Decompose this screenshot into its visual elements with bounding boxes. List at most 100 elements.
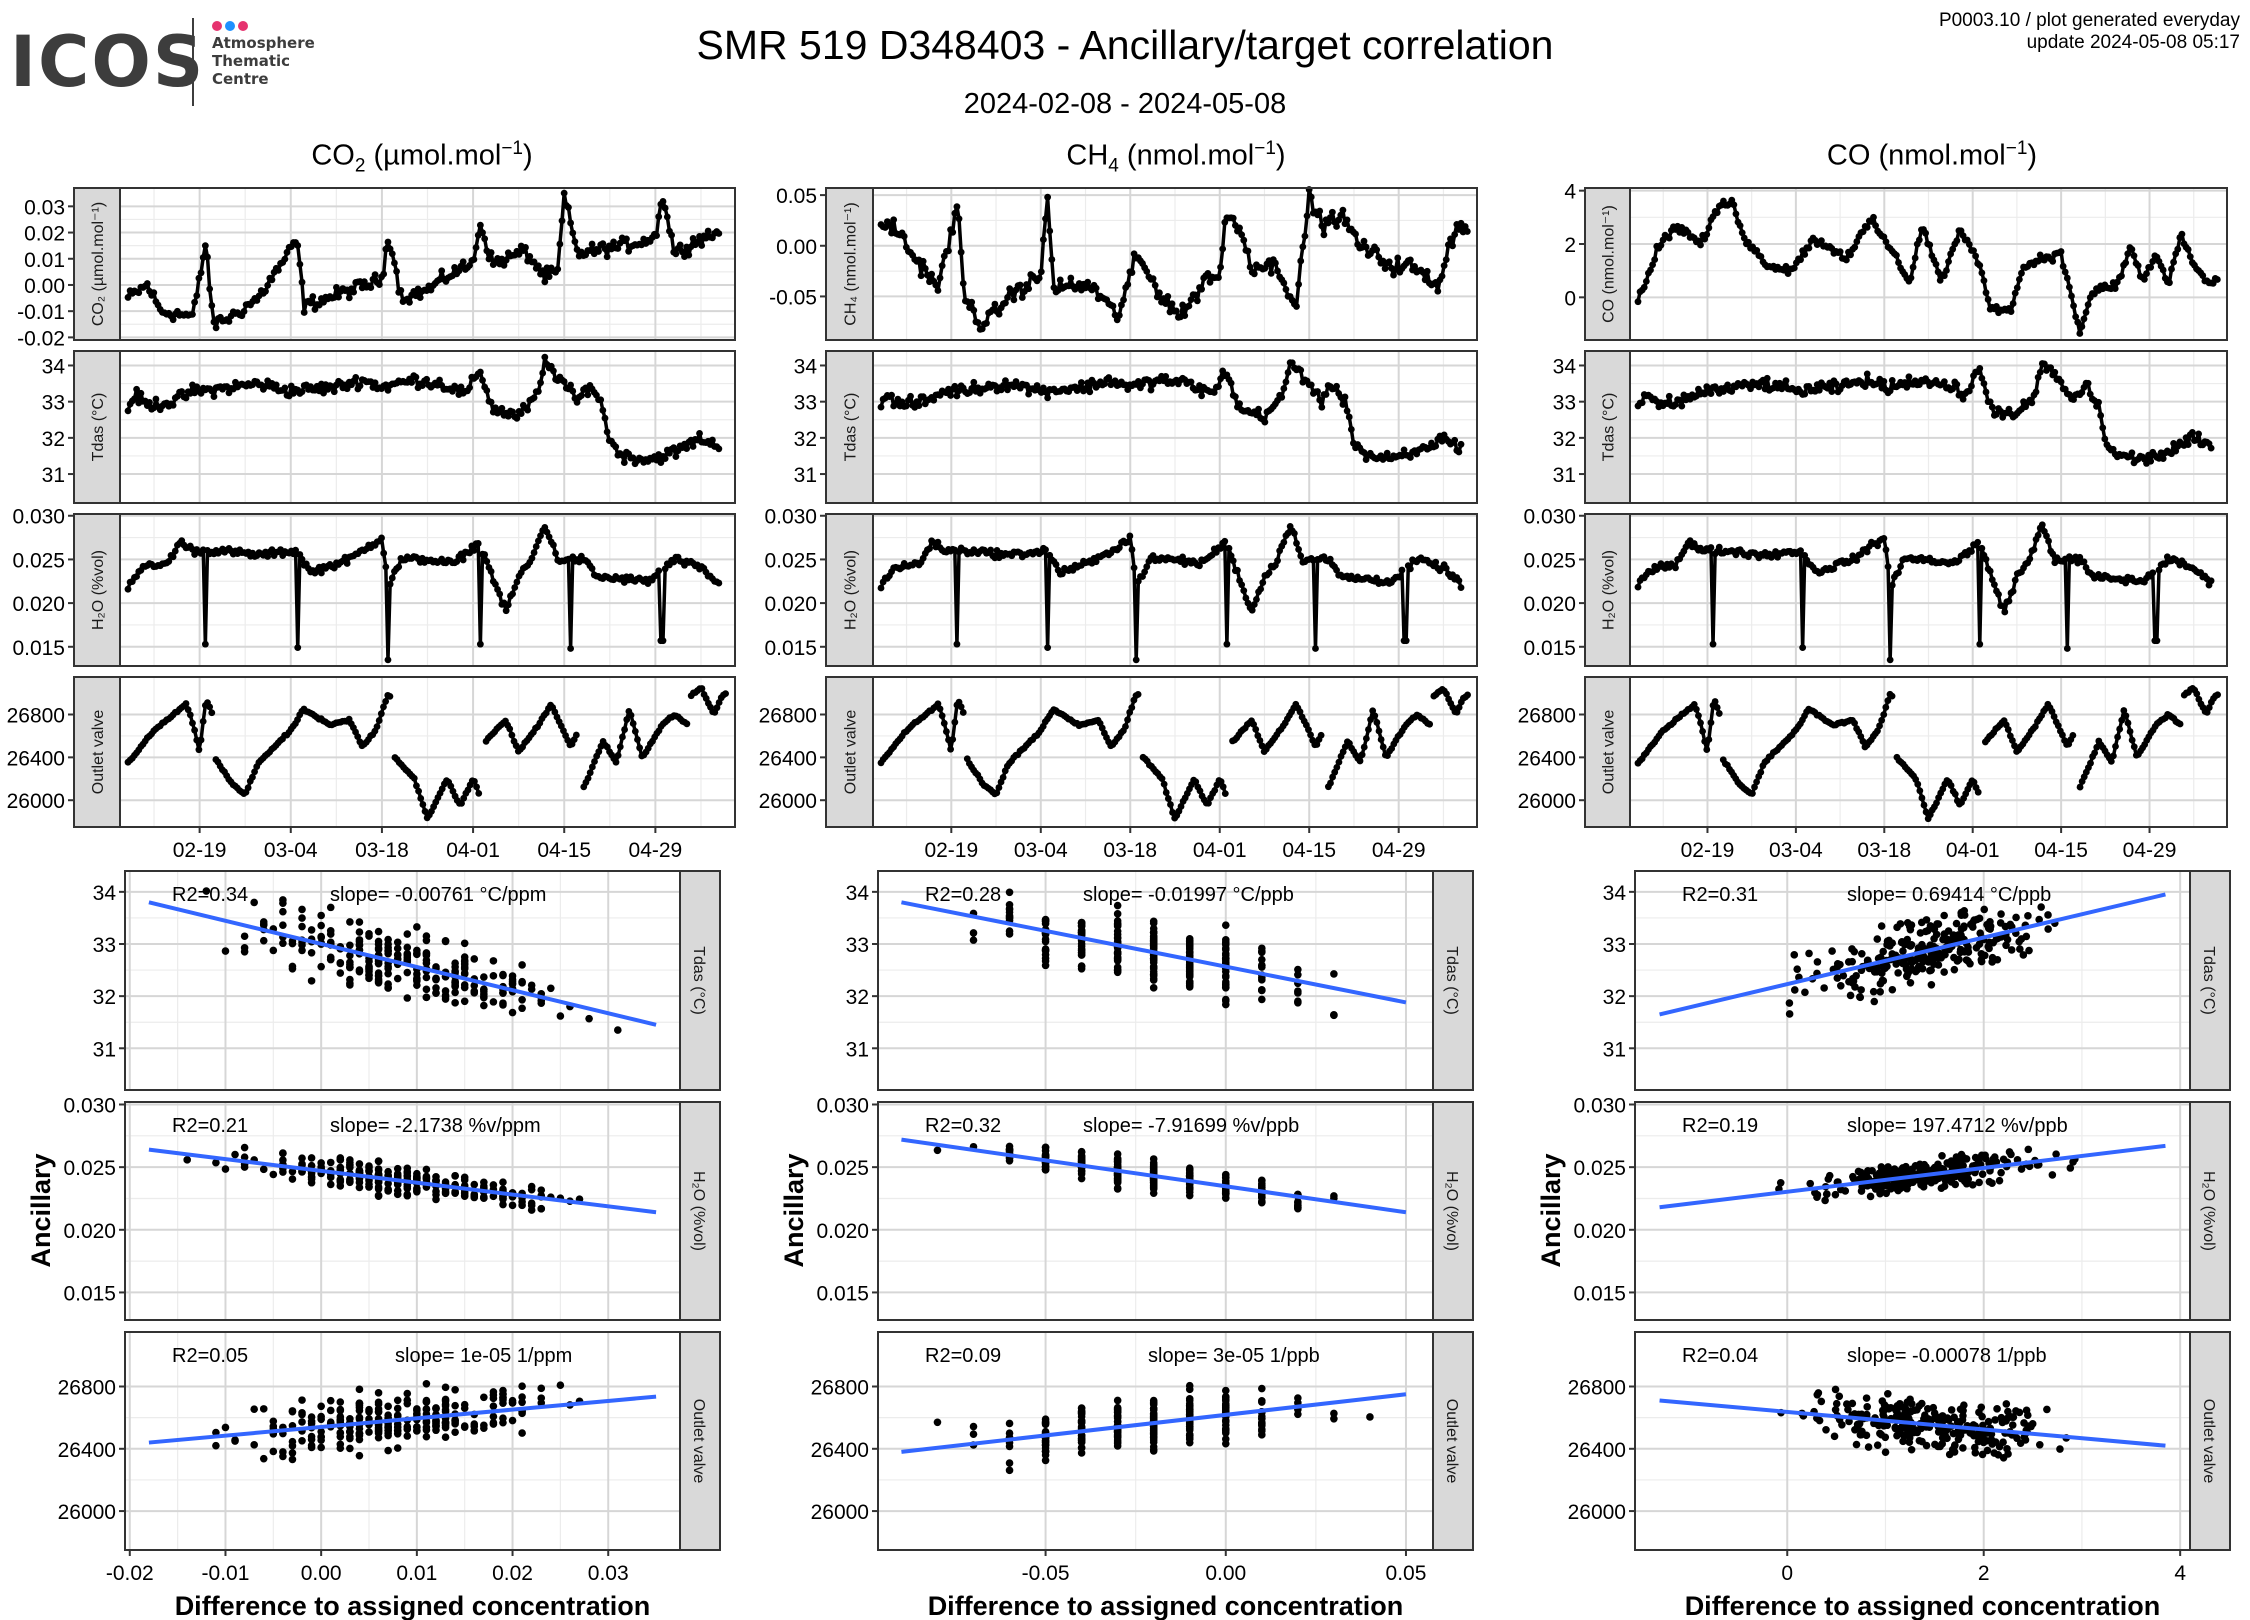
facet-strip: [1584, 513, 1631, 667]
scatter-point: [556, 1012, 565, 1020]
y-tick-label: 32: [42, 428, 65, 451]
column-title-unit: (nmol.mol: [1118, 139, 1255, 172]
data-point: [1707, 544, 1715, 551]
y-tick-label: 32: [794, 428, 817, 451]
data-point: [1711, 698, 1719, 705]
data-point: [2101, 435, 2109, 443]
data-point: [1843, 256, 1850, 264]
data-point: [388, 250, 396, 258]
scatter-point: [384, 1179, 392, 1188]
scatter-point: [1113, 901, 1122, 910]
data-point: [2069, 731, 2077, 739]
scatter-point: [460, 1192, 469, 1200]
scatter-point: [384, 1422, 392, 1431]
data-point: [1025, 390, 1033, 398]
scatter-point: [1077, 919, 1086, 927]
y-tick-label: 0.02: [24, 223, 65, 246]
data-point: [1362, 243, 1370, 251]
data-point: [1327, 779, 1334, 787]
scatter-point: [451, 963, 459, 971]
data-point: [1853, 238, 1861, 245]
scatter-point: [480, 1421, 488, 1430]
scatter-point: [365, 974, 373, 983]
plot-background: [125, 871, 680, 1090]
data-point: [1328, 208, 1336, 216]
data-point: [1980, 380, 1988, 387]
data-point: [1851, 243, 1859, 251]
scatter-point: [250, 1405, 258, 1414]
scatter-point: [489, 1181, 498, 1189]
scatter-point: [317, 911, 325, 920]
data-point: [1426, 720, 1434, 728]
scatter-point: [231, 1437, 239, 1445]
data-point: [1995, 590, 2002, 598]
data-point: [1360, 743, 1368, 751]
scatter-point: [451, 981, 459, 989]
data-point: [698, 685, 706, 692]
scatter-point: [374, 1389, 383, 1397]
scatter-point: [365, 957, 373, 966]
data-point: [498, 404, 506, 412]
slope-annotation: slope= -0.00761 °C/ppm: [330, 884, 546, 906]
y-tick-label: 0.030: [63, 1095, 116, 1118]
data-point: [704, 227, 712, 235]
data-point: [2205, 704, 2213, 711]
data-point: [588, 240, 596, 248]
scatter-point: [1077, 962, 1086, 970]
scatter-point: [518, 995, 526, 1004]
data-point: [534, 537, 542, 545]
data-point: [294, 242, 302, 249]
x-tick-label: 04-01: [1946, 839, 2000, 862]
data-point: [2128, 736, 2136, 744]
scatter-point: [489, 1402, 498, 1410]
scatter-point: [269, 1447, 278, 1456]
data-point: [1728, 388, 1736, 395]
data-point: [1634, 298, 1642, 306]
scatter-point: [441, 1402, 450, 1410]
scatter-point: [547, 984, 555, 993]
data-point: [2147, 457, 2155, 465]
scatter-point: [355, 937, 364, 946]
data-point: [1449, 242, 1456, 250]
data-point: [199, 717, 207, 725]
data-point: [1884, 563, 1892, 570]
data-point: [1345, 413, 1353, 421]
scatter-point: [374, 927, 383, 936]
scatter-point: [288, 1167, 297, 1176]
data-point: [1882, 546, 1890, 554]
scatter-point: [413, 970, 421, 978]
data-point: [1192, 778, 1200, 786]
data-point: [1225, 544, 1233, 552]
data-point: [1261, 418, 1269, 426]
column-title-main: CO: [311, 139, 355, 172]
scatter-point: [441, 991, 450, 1000]
scatter-point: [384, 969, 392, 978]
scatter-point: [422, 1379, 431, 1388]
y-tick-label: -0.01: [17, 301, 65, 324]
data-point: [1423, 267, 1431, 275]
data-point: [1406, 565, 1414, 573]
data-point: [195, 746, 203, 754]
data-point: [1951, 790, 1959, 798]
data-point: [380, 703, 387, 711]
data-point: [1295, 280, 1303, 288]
data-point: [1647, 266, 1654, 274]
data-point: [330, 388, 338, 396]
data-point: [1886, 387, 1894, 395]
scatter-point: [489, 1394, 498, 1403]
data-point: [983, 319, 990, 327]
data-point: [298, 388, 306, 396]
scatter-point: [326, 955, 335, 963]
scatter-point: [240, 948, 249, 956]
scatter-point: [1294, 989, 1302, 997]
data-point: [307, 299, 315, 307]
data-point: [1940, 272, 1948, 280]
scatter-point: [298, 1160, 306, 1168]
data-point: [947, 392, 955, 399]
data-point: [629, 720, 637, 727]
data-point: [281, 384, 289, 392]
scatter-point: [250, 1441, 258, 1449]
data-point: [1753, 778, 1760, 786]
data-point: [2095, 398, 2102, 406]
